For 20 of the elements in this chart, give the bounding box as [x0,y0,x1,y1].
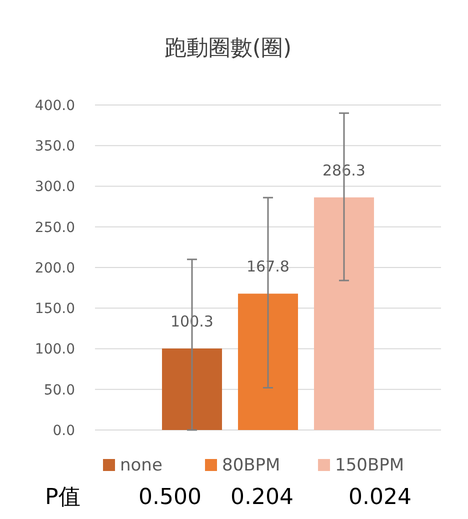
bar [162,348,222,430]
y-tick-label: 400.0 [34,98,75,114]
legend-label: none [120,456,162,476]
y-tick-label: 150.0 [34,301,75,318]
chart-title: 跑動圈數(圈) [164,36,292,61]
y-tick-label: 100.0 [34,342,75,358]
legend-label: 80BPM [222,456,280,476]
text: 0.500 [138,485,202,510]
y-tick-label: 200.0 [34,260,75,276]
bar [238,294,298,430]
text: 0.204 [230,485,294,510]
text: 0.024 [348,485,412,510]
text: P值 [45,485,80,510]
y-tick-label: 0.0 [52,422,75,439]
y-tick-label: 50.0 [44,382,75,398]
y-tick-label: 350.0 [34,138,75,155]
y-tick-label: 250.0 [34,220,75,236]
legend-label: 150BPM [335,456,404,476]
bar [314,197,374,430]
y-tick-label: 300.0 [34,179,75,196]
